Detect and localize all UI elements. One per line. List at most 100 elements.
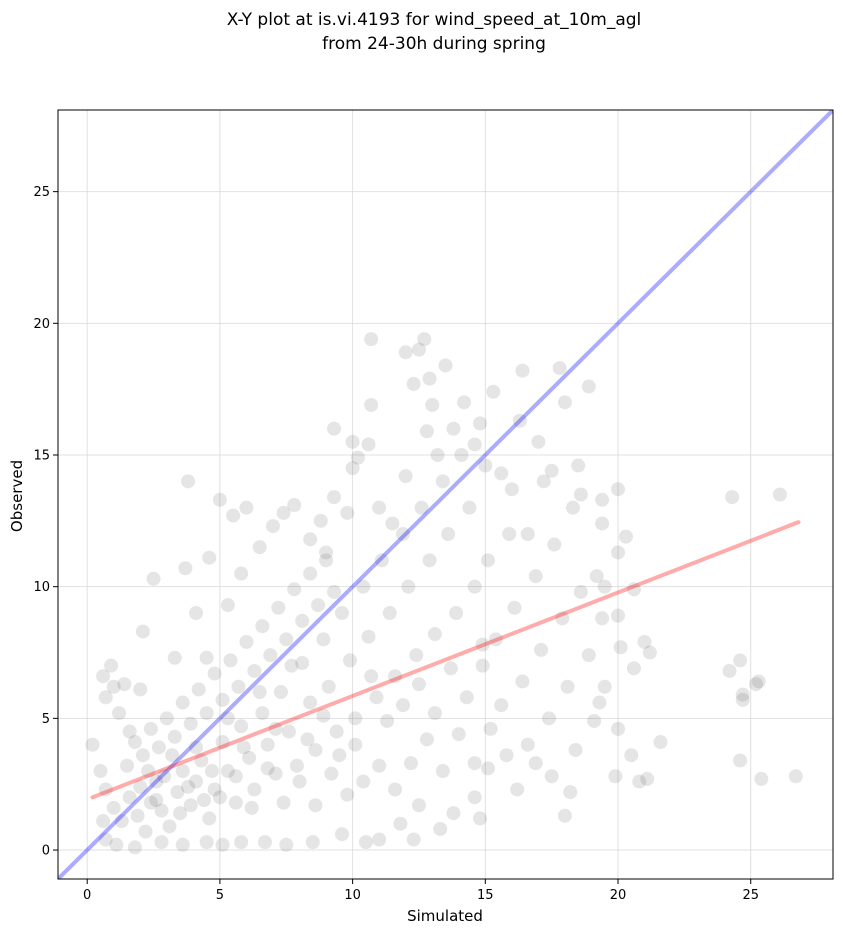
scatter-point (401, 579, 416, 594)
scatter-point (260, 761, 275, 776)
scatter-point (542, 711, 557, 726)
scatter-point (462, 500, 477, 515)
scatter-point (215, 692, 230, 707)
scatter-point (409, 648, 424, 663)
scatter-point (597, 579, 612, 594)
scatter-point (528, 569, 543, 584)
scatter-point (573, 584, 588, 599)
scatter-point (494, 698, 509, 713)
scatter-point (356, 774, 371, 789)
scatter-point (422, 371, 437, 386)
scatter-point (494, 466, 509, 481)
scatter-point (327, 584, 342, 599)
scatter-point (122, 724, 137, 739)
scatter-point (255, 706, 270, 721)
scatter-point (167, 729, 182, 744)
scatter-point (234, 835, 249, 850)
scatter-point (544, 769, 559, 784)
scatter-point (300, 732, 315, 747)
scatter-point (507, 600, 522, 615)
x-axis-ticks: 0 5 10 15 20 25 (83, 879, 759, 903)
scatter-point (618, 529, 633, 544)
y-tick-label: 15 (33, 448, 50, 463)
scatter-point (422, 553, 437, 568)
scatter-point (544, 463, 559, 478)
scatter-point (571, 458, 586, 473)
scatter-point (358, 835, 373, 850)
scatter-point (640, 771, 655, 786)
scatter-point (127, 840, 142, 855)
scatter-point (589, 569, 604, 584)
scatter-point (430, 447, 445, 462)
scatter-point (364, 669, 379, 684)
scatter-point (130, 808, 145, 823)
scatter-point (114, 814, 129, 829)
scatter-point (308, 798, 323, 813)
scatter-point (226, 508, 241, 523)
scatter-point (369, 690, 384, 705)
y-tick-label: 10 (33, 580, 50, 595)
x-tick-label: 0 (83, 888, 91, 903)
scatter-point (374, 553, 389, 568)
scatter-point (96, 669, 111, 684)
scatter-point (149, 774, 164, 789)
scatter-point (499, 748, 514, 763)
scatter-point (772, 487, 787, 502)
scatter-point (319, 553, 334, 568)
scatter-point (138, 824, 153, 839)
scatter-point (109, 837, 124, 852)
scatter-point (98, 690, 113, 705)
scatter-point (467, 579, 482, 594)
scatter-point (181, 779, 196, 794)
scatter-point (215, 735, 230, 750)
scatter-point (104, 658, 119, 673)
scatter-point (403, 756, 418, 771)
scatter-point (735, 687, 750, 702)
scatter-point (247, 782, 262, 797)
scatter-point (133, 682, 148, 697)
scatter-point (438, 358, 453, 373)
scatter-point (573, 487, 588, 502)
chart-subtitle: from 24-30h during spring (322, 34, 546, 54)
scatter-point (135, 748, 150, 763)
scatter-point (475, 658, 490, 673)
scatter-point (552, 361, 567, 376)
scatter-point (194, 753, 209, 768)
scatter-point (372, 758, 387, 773)
scatter-point (406, 832, 421, 847)
scatter-point (183, 798, 198, 813)
scatter-point (265, 519, 280, 534)
scatter-point (451, 727, 466, 742)
scatter-point (475, 637, 490, 652)
scatter-point (348, 711, 363, 726)
scatter-point (332, 748, 347, 763)
scatter-point (273, 685, 288, 700)
scatter-point (608, 769, 623, 784)
scatter-point (595, 516, 610, 531)
scatter-point (735, 692, 750, 707)
scatter-point (334, 827, 349, 842)
scatter-point (327, 421, 342, 436)
scatter-point (611, 482, 626, 497)
scatter-point (411, 677, 426, 692)
scatter-point (151, 740, 166, 755)
scatter-point (480, 553, 495, 568)
scatter-point (212, 790, 227, 805)
scatter-point (324, 766, 339, 781)
scatter-point (258, 835, 273, 850)
scatter-point (316, 708, 331, 723)
scatter-point (199, 835, 214, 850)
scatter-point (220, 764, 235, 779)
chart-title: X-Y plot at is.vi.4193 for wind_speed_at… (227, 10, 642, 30)
scatter-point (276, 795, 291, 810)
scatter-point (388, 669, 403, 684)
scatter-point (449, 606, 464, 621)
scatter-point (268, 721, 283, 736)
scatter-point (141, 764, 156, 779)
scatter-point (597, 679, 612, 694)
scatter-point (653, 735, 668, 750)
scatter-point (406, 376, 421, 391)
scatter-point (342, 653, 357, 668)
scatter-point (247, 663, 262, 678)
scatter-point (435, 764, 450, 779)
